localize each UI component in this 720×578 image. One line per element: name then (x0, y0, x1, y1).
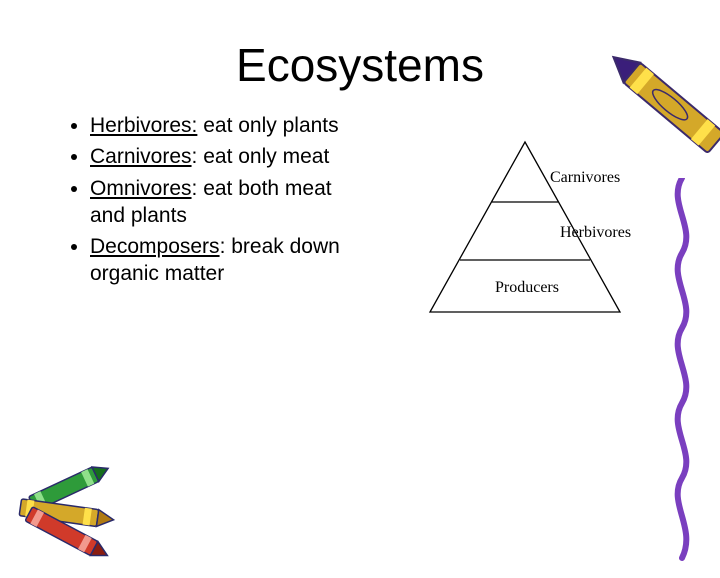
pyramid-label-mid: Herbivores (560, 224, 631, 241)
list-item: Omnivores: eat both meat and plants (90, 175, 370, 230)
pyramid-label-bottom: Producers (495, 279, 559, 296)
term: Decomposers (90, 235, 220, 258)
term: Omnivores (90, 177, 192, 200)
definition: eat only plants (197, 114, 338, 137)
list-item: Herbivores: eat only plants (90, 112, 370, 139)
definition: : eat only meat (192, 145, 330, 168)
term: Carnivores (90, 145, 192, 168)
crayons-cluster-icon (10, 453, 140, 568)
list-item: Decomposers: break down organic matter (90, 233, 370, 288)
crayon-icon (590, 28, 720, 183)
list-item: Carnivores: eat only meat (90, 143, 370, 170)
squiggle-icon (662, 178, 702, 573)
term: Herbivores: (90, 114, 197, 137)
bullet-list: Herbivores: eat only plants Carnivores: … (70, 112, 370, 322)
